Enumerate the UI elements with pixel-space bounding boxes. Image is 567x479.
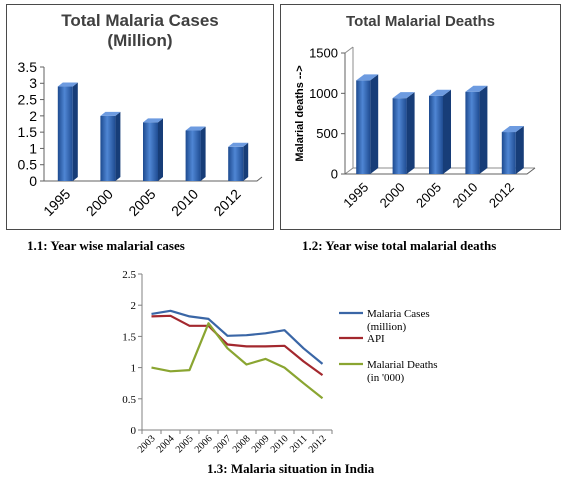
situation-x-label: 2008	[231, 433, 253, 455]
situation-x-label: 2004	[155, 433, 177, 455]
svg1-x-label: 1995	[40, 186, 73, 219]
situation-ytick-label: 0.5	[122, 394, 136, 406]
svg1-bar-top	[228, 142, 249, 147]
svg2-ytick-label: 500	[316, 126, 338, 141]
caption-cases: 1.1: Year wise malarial cases	[27, 238, 185, 253]
svg1-bar-top	[57, 82, 78, 87]
svg1-bar-side	[158, 118, 163, 181]
svg1-ytick-label: 1	[29, 140, 37, 156]
legend-label-0: Malaria Cases	[367, 308, 430, 320]
situation-x-label: 2012	[307, 433, 329, 455]
svg2-bar-side	[370, 74, 379, 174]
svg2-bar	[392, 98, 407, 174]
svg2-bar-side	[406, 92, 415, 174]
cases-chart-title-line-1: Total Malaria Cases	[61, 11, 219, 30]
legend-label-2: Malarial Deaths	[367, 359, 438, 371]
svg1-x-label: 2012	[210, 186, 243, 219]
cases-bar-chart: 00.511.522.533.5 1995 2000 2005 2010 2012	[18, 59, 263, 219]
situation-x-label: 2007	[212, 433, 234, 455]
svg1-ytick-label: 3	[29, 75, 37, 91]
svg2-bar-top	[501, 126, 524, 133]
svg2-bar-top	[429, 89, 451, 96]
situation-x-label: 2006	[193, 433, 215, 455]
svg1-bar-side	[72, 82, 78, 181]
svg1-ytick-label: 3.5	[18, 59, 38, 75]
svg1-x-label: 2005	[125, 186, 158, 219]
svg2-y-axis-title: Malarial deaths -->	[294, 65, 306, 161]
svg2-bar-side	[443, 89, 451, 174]
situation-line-chart: 0 0.5 1 1.5 2 2.5 2003200420052006200720082009…	[122, 269, 438, 455]
svg1-bar-top	[143, 118, 163, 123]
svg2-bar-top	[392, 92, 415, 99]
svg2-ytick-label: 0	[331, 167, 338, 182]
cases-chart-panel: Total Malaria Cases (Million) 0 0.5 1 1.5 2 2…	[6, 4, 274, 230]
legend-label-2: (in '000)	[367, 372, 404, 384]
svg2-bar	[465, 91, 480, 174]
svg2-x-label: 2010	[449, 180, 480, 211]
svg2-bar	[356, 80, 371, 174]
svg1-bar	[228, 146, 244, 181]
legend-label-0: (million)	[367, 321, 406, 333]
svg2-x-label: 1995	[340, 180, 371, 211]
cases-chart-title-line-2: (Million)	[107, 31, 173, 50]
svg1-ytick-label: 0	[29, 173, 37, 189]
situation-x-label: 2003	[136, 433, 158, 455]
svg1-bar	[143, 122, 158, 181]
svg2-bar-top	[356, 74, 379, 81]
svg1-bar-top	[100, 111, 121, 116]
svg1-bar-side	[115, 111, 121, 181]
svg2-ytick-label: 1000	[309, 86, 338, 101]
svg1-ytick-label: 1.5	[18, 124, 38, 140]
deaths-chart-panel: Total Malarial Deaths 0 500 1000 1500 1995 20…	[280, 4, 561, 230]
svg1-bar-side	[243, 142, 249, 181]
series-line-0	[151, 309, 324, 365]
series-line-2	[151, 322, 324, 400]
svg1-bar-top	[185, 126, 206, 131]
situation-ytick-label: 0	[131, 425, 137, 437]
svg2-bar-side	[479, 85, 488, 174]
svg1-x-label: 2010	[168, 186, 201, 219]
svg1-ytick-label: 2.5	[18, 91, 38, 107]
svg2-x-label: 2012	[486, 180, 517, 211]
situation-x-label: 2005	[174, 433, 196, 455]
deaths-chart-title: Total Malarial Deaths	[346, 13, 495, 30]
situation-ytick-label: 2.5	[122, 269, 136, 281]
situation-ytick-label: 1.5	[122, 331, 136, 343]
situation-ytick-label: 2	[131, 300, 137, 312]
svg1-x-label: 2000	[83, 186, 116, 219]
svg2-x-label: 2000	[377, 180, 408, 211]
svg2-ytick-label: 1500	[309, 46, 338, 61]
series-line-1	[151, 314, 324, 376]
caption-deaths: 1.2: Year wise total malarial deaths	[302, 238, 497, 253]
svg2-bar	[429, 95, 443, 174]
situation-x-label: 2009	[250, 433, 272, 455]
legend-label-1: API	[367, 333, 385, 345]
svg1-ytick-label: 0.5	[18, 157, 38, 173]
svg1-bar	[185, 130, 201, 181]
svg1-bar	[57, 86, 73, 181]
svg1-bar-side	[200, 126, 206, 181]
situation-ytick-label: 1	[131, 363, 137, 375]
situation-x-label: 2011	[288, 433, 310, 455]
situation-x-label: 2010	[269, 433, 291, 455]
svg1-bar	[100, 115, 116, 181]
svg2-bar	[501, 132, 516, 174]
svg2-wall-top	[344, 46, 354, 54]
svg1-ytick-label: 2	[29, 108, 37, 124]
svg2-x-label: 2005	[413, 180, 444, 211]
situation-chart-panel: 0 0.5 1 1.5 2 2.5 2003 2004 2005 2006 2007 2008 2009…	[110, 266, 465, 458]
deaths-bar-chart: 0 500 1000 1500 1995 2000 2005 2010 2012 Malarial…	[294, 46, 536, 211]
caption-situation: 1.3: Malaria situation in India	[207, 461, 375, 476]
svg2-bar-side	[515, 126, 524, 174]
svg2-bar-top	[465, 85, 488, 92]
cases-chart-title: Total Malaria Cases (Million)	[7, 11, 273, 51]
